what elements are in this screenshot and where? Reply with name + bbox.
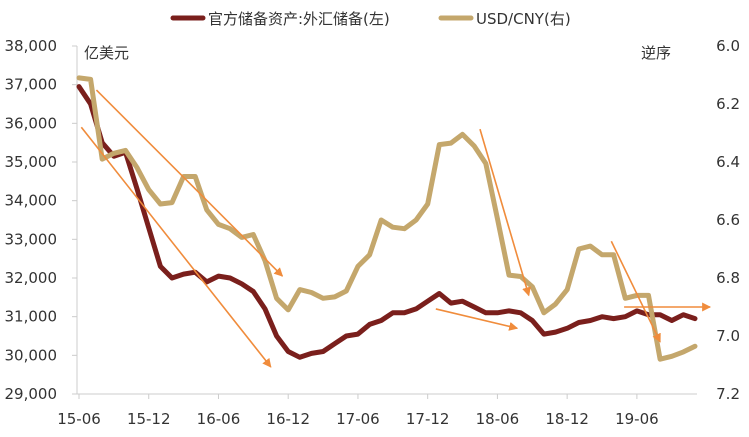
x-tick-label: 16-12 bbox=[266, 410, 310, 428]
annotation-arrow bbox=[95, 89, 284, 277]
series-layer bbox=[76, 75, 698, 362]
series-line-usdcny bbox=[76, 75, 698, 362]
annotation-layer bbox=[80, 89, 712, 368]
right-tick-label: 6.4 bbox=[716, 153, 740, 171]
left-tick-label: 38,000 bbox=[5, 37, 58, 55]
x-tick-label: 18-06 bbox=[476, 410, 520, 428]
left-tick-label: 32,000 bbox=[5, 269, 58, 287]
x-tick-label: 15-06 bbox=[57, 410, 101, 428]
left-tick-label: 36,000 bbox=[5, 114, 58, 132]
right-tick-label: 6.6 bbox=[716, 211, 740, 229]
left-unit-label: 亿美元 bbox=[84, 44, 129, 62]
right-tick-label: 7.0 bbox=[716, 327, 740, 345]
left-tick-label: 30,000 bbox=[5, 346, 58, 364]
legend-label-reserves: 官方储备资产:外汇储备(左) bbox=[208, 10, 390, 28]
x-tick-label: 15-12 bbox=[127, 410, 171, 428]
annotation-arrow bbox=[80, 126, 272, 368]
annotation-arrow bbox=[479, 128, 531, 297]
left-axis-ticks: 29,000 30,000 31,000 32,000 33,000 34,000 35,0… bbox=[5, 37, 77, 403]
x-tick-label: 16-06 bbox=[197, 410, 241, 428]
x-axis-ticks: 15-06 15-12 16-06 16-12 17-06 17-12 18-06 18-12… bbox=[57, 394, 659, 428]
right-tick-label: 6.0 bbox=[716, 37, 740, 55]
right-tick-label: 7.2 bbox=[716, 385, 740, 403]
x-tick-label: 17-12 bbox=[406, 410, 450, 428]
right-unit-label: 逆序 bbox=[641, 44, 671, 62]
x-tick-label: 19-06 bbox=[615, 410, 659, 428]
right-axis-ticks: 6.0 6.2 6.4 6.6 6.8 7.0 7.2 bbox=[716, 37, 740, 403]
annotation-arrow bbox=[610, 240, 661, 343]
right-tick-label: 6.2 bbox=[716, 95, 740, 113]
left-tick-label: 35,000 bbox=[5, 153, 58, 171]
right-tick-label: 6.8 bbox=[716, 269, 740, 287]
left-tick-label: 29,000 bbox=[5, 385, 58, 403]
left-tick-label: 37,000 bbox=[5, 76, 58, 94]
series-line-reserves bbox=[76, 84, 698, 360]
left-tick-label: 31,000 bbox=[5, 308, 58, 326]
legend: 官方储备资产:外汇储备(左) USD/CNY(右) bbox=[170, 10, 571, 28]
x-tick-label: 18-12 bbox=[545, 410, 589, 428]
left-tick-label: 34,000 bbox=[5, 192, 58, 210]
x-tick-label: 17-06 bbox=[336, 410, 380, 428]
left-tick-label: 33,000 bbox=[5, 230, 58, 248]
legend-label-usdcny: USD/CNY(右) bbox=[476, 10, 571, 28]
annotation-arrow bbox=[435, 308, 519, 331]
